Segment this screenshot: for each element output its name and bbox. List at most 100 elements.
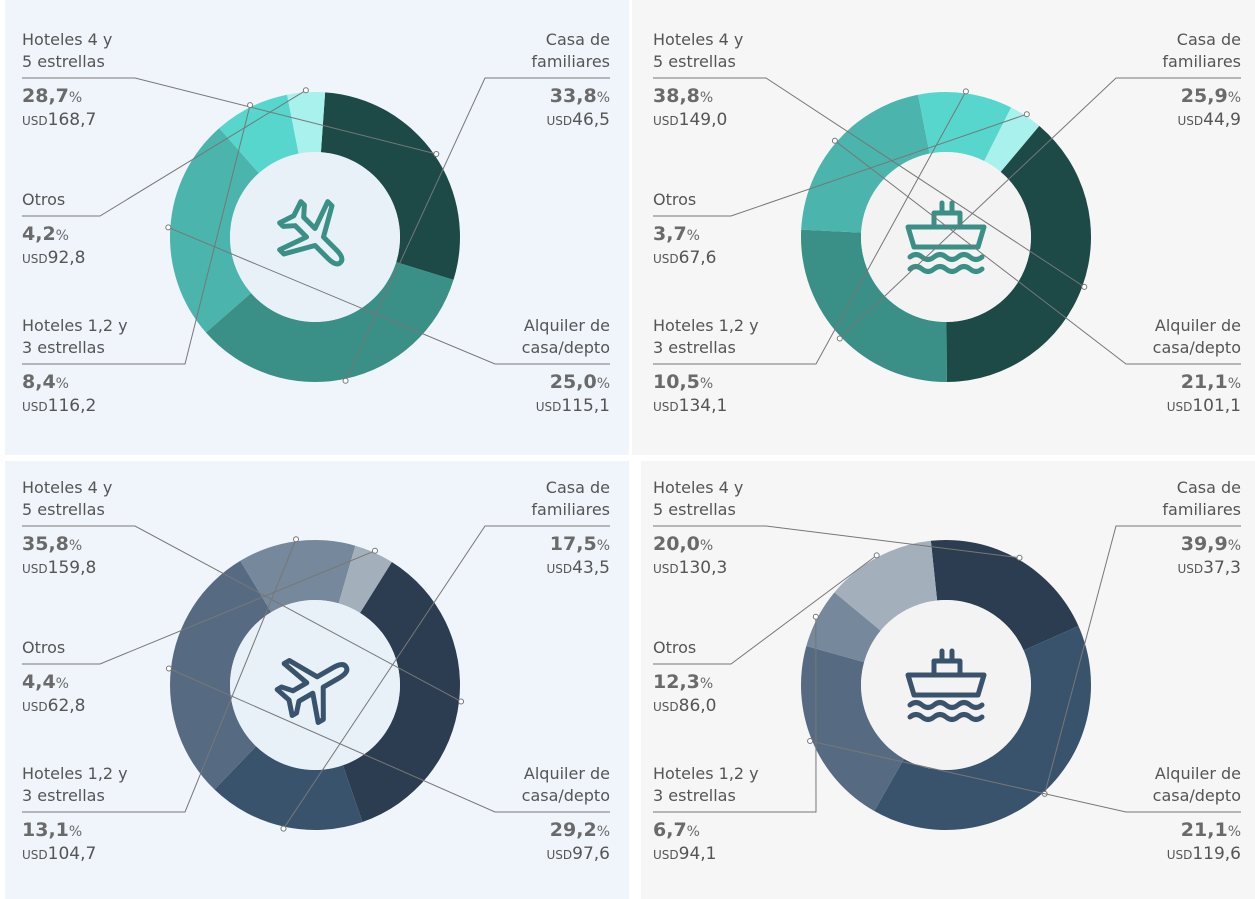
value-label: 4,4% (22, 671, 69, 693)
donut-center (861, 152, 1031, 322)
leader-dot (247, 102, 254, 109)
leader-dot (371, 547, 378, 554)
leader-line (653, 91, 967, 365)
percent-sign: % (597, 824, 610, 840)
leader-dot (293, 536, 300, 543)
amount-label: USD44,9 (1178, 110, 1242, 130)
donut-segment (874, 626, 1091, 830)
leader-dot (280, 825, 287, 832)
category-label: Alquiler de (1155, 316, 1241, 335)
category-label: 5 estrellas (653, 500, 736, 519)
amount-label: USD37,3 (1178, 558, 1242, 578)
donut-chart: Hoteles 4 y5 estrellas28,7%USD168,7Casa … (22, 30, 610, 416)
amount: 92,8 (48, 248, 86, 268)
donut-segment (801, 646, 904, 812)
category-label: Alquiler de (524, 316, 610, 335)
amount-label: USD149,0 (653, 110, 727, 130)
currency: USD (547, 848, 573, 862)
value-label: 20,0% (653, 533, 713, 555)
leader-dot (165, 665, 172, 672)
leader-line (653, 77, 1085, 288)
amount: 130,3 (679, 558, 728, 578)
percent-value: 6,7 (653, 819, 687, 841)
percent-value: 21,1 (1181, 371, 1228, 393)
ship-cabin (931, 200, 963, 230)
percent-sign: % (69, 824, 82, 840)
amount-label: USD119,6 (1167, 844, 1241, 864)
leader-line (834, 140, 1241, 365)
percent-value: 3,7 (653, 223, 687, 245)
value-label: 25,0% (550, 371, 610, 393)
leader-line (168, 668, 610, 813)
leader-line (168, 226, 610, 365)
amount: 62,8 (48, 696, 86, 716)
category-label: 5 estrellas (22, 52, 105, 71)
amount-label: USD159,8 (22, 558, 96, 578)
leader-line (1044, 525, 1241, 795)
percent-value: 29,2 (550, 819, 597, 841)
amount-label: USD43,5 (547, 558, 611, 578)
plane-icon (277, 199, 345, 267)
percent-sign: % (56, 376, 69, 392)
category-label: Hoteles 1,2 y (653, 316, 759, 335)
category-label: 3 estrellas (653, 786, 736, 805)
amount-label: USD67,6 (653, 248, 717, 268)
amount-label: USD104,7 (22, 844, 96, 864)
currency: USD (22, 700, 48, 714)
plane-shape (274, 658, 350, 725)
currency: USD (653, 400, 679, 414)
donut-chart: Hoteles 4 y5 estrellas20,0%USD130,3Casa … (653, 478, 1241, 864)
leader-dot (962, 88, 969, 95)
amount-label: USD97,6 (547, 844, 611, 864)
donut-segment (342, 562, 460, 823)
leader-dot (433, 150, 440, 157)
leader-line (22, 550, 376, 665)
ship-waves (907, 700, 985, 722)
leader-dot (1016, 554, 1023, 561)
amount: 37,3 (1203, 558, 1241, 578)
value-label: 38,8% (653, 85, 713, 107)
currency: USD (22, 848, 48, 862)
leader-line (653, 113, 1027, 217)
amount: 94,1 (679, 844, 717, 864)
category-label: 5 estrellas (653, 52, 736, 71)
amount-label: USD168,7 (22, 110, 96, 130)
value-label: 4,2% (22, 223, 69, 245)
amount: 149,0 (679, 110, 728, 130)
donut-center (230, 152, 400, 322)
percent-value: 17,5 (550, 533, 597, 555)
currency: USD (653, 252, 679, 266)
donut-chart: Hoteles 4 y5 estrellas38,8%USD149,0Casa … (653, 30, 1241, 416)
percent-value: 38,8 (653, 85, 700, 107)
ship-icon (905, 648, 987, 722)
value-label: 33,8% (550, 85, 610, 107)
donut-segment (287, 91, 326, 154)
amount: 168,7 (48, 110, 97, 130)
percent-value: 25,9 (1181, 85, 1228, 107)
category-label: Otros (653, 190, 696, 209)
category-label: familiares (1162, 52, 1241, 71)
percent-sign: % (700, 90, 713, 106)
leader-dot (807, 737, 814, 744)
amount: 43,5 (572, 558, 610, 578)
leader-dot (1081, 283, 1088, 290)
amount: 104,7 (48, 844, 97, 864)
percent-sign: % (687, 228, 700, 244)
donut-segment (834, 540, 938, 631)
leader-dot (302, 87, 309, 94)
value-label: 10,5% (653, 371, 713, 393)
leader-line (22, 104, 251, 365)
category-label: Casa de (1177, 30, 1241, 49)
donut-segment (320, 92, 460, 280)
amount: 119,6 (1192, 844, 1241, 864)
leader-dot (342, 377, 349, 384)
leader-dot (873, 552, 880, 559)
currency: USD (22, 400, 48, 414)
category-label: Hoteles 4 y (22, 478, 112, 497)
value-label: 17,5% (550, 533, 610, 555)
amount-label: USD115,1 (536, 396, 610, 416)
category-label: Otros (22, 190, 65, 209)
plane-shape (277, 199, 345, 267)
category-label: 3 estrellas (653, 338, 736, 357)
currency: USD (22, 114, 48, 128)
